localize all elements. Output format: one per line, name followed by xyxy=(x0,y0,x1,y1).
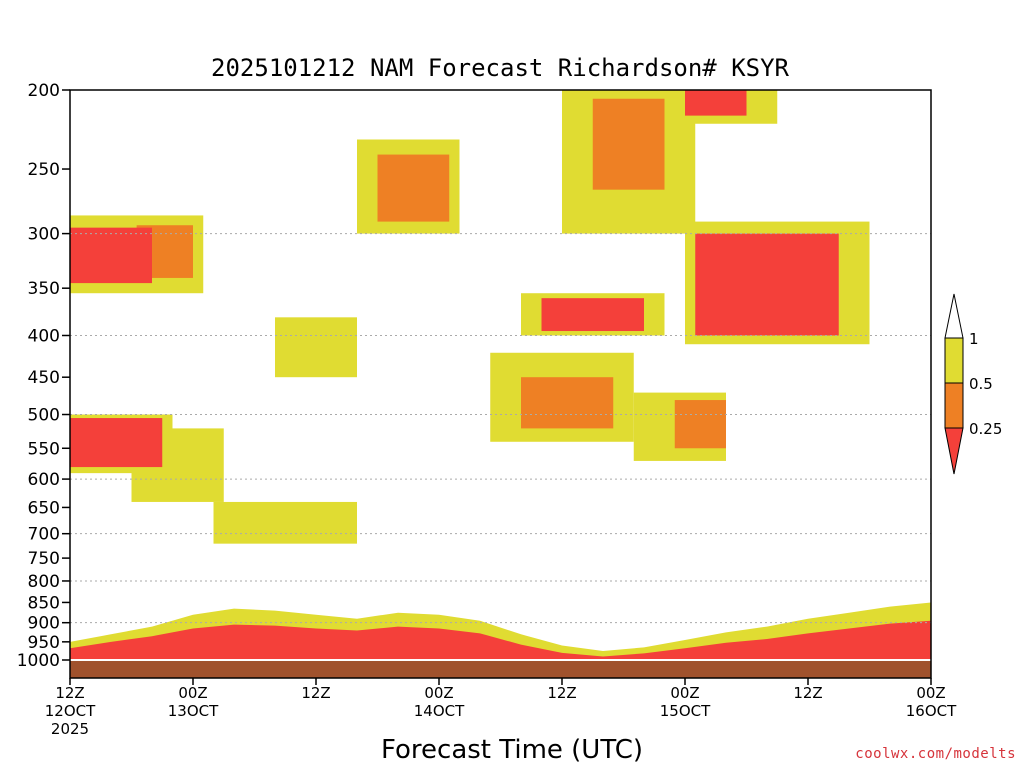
x-tick-label-0-2: 12OCT xyxy=(45,702,96,720)
y-tick-label-400: 400 xyxy=(28,326,60,346)
x-tick-label-48-1: 12Z xyxy=(547,684,576,702)
ri-cell-025-0 xyxy=(70,227,152,284)
x-tick-label-12-2: 13OCT xyxy=(168,702,219,720)
x-tick-label-12-1: 00Z xyxy=(178,684,207,702)
chart-title: 2025101212 NAM Forecast Richardson# KSYR xyxy=(211,54,790,82)
legend-swatch-yellow xyxy=(944,337,964,384)
ri-cell-02505-4 xyxy=(674,400,726,449)
ri-cell-025-1 xyxy=(541,298,644,332)
y-tick-label-700: 700 xyxy=(28,525,60,545)
legend-swatch-orange xyxy=(944,382,964,429)
y-tick-label-550: 550 xyxy=(28,439,60,459)
y-tick-label-650: 650 xyxy=(28,498,60,518)
legend-label-2: 0.5 xyxy=(969,375,993,393)
y-tick-label-900: 900 xyxy=(28,614,60,634)
x-axis-title: Forecast Time (UTC) xyxy=(381,735,643,765)
x-tick-label-84-1: 00Z xyxy=(916,684,945,702)
x-tick-label-36-1: 00Z xyxy=(424,684,453,702)
y-tick-label-300: 300 xyxy=(28,225,60,245)
ground-band xyxy=(70,660,931,678)
color-legend: 1 0.5 0.25 xyxy=(944,293,1002,475)
ri-cell-025-3 xyxy=(685,90,747,116)
y-tick-label-1000: 1000 xyxy=(17,651,60,671)
x-tick-label-0-1: 12Z xyxy=(55,684,84,702)
ri-cell-051-9 xyxy=(275,317,357,378)
x-tick-label-60-2: 15OCT xyxy=(660,702,711,720)
y-tick-label-500: 500 xyxy=(28,406,60,426)
ri-cell-02505-2 xyxy=(592,98,665,190)
legend-label-3: 0.25 xyxy=(969,420,1002,438)
y-tick-label-600: 600 xyxy=(28,470,60,490)
ri-cell-025-2 xyxy=(695,233,839,336)
x-tick-label-72-1: 12Z xyxy=(793,684,822,702)
y-tick-label-350: 350 xyxy=(28,279,60,299)
legend-bottom-arrow xyxy=(944,427,964,475)
y-tick-label-250: 250 xyxy=(28,160,60,180)
credit-text: coolwx.com/modelts xyxy=(855,746,1016,762)
x-tick-label-36-2: 14OCT xyxy=(414,702,465,720)
y-tick-label-800: 800 xyxy=(28,572,60,592)
ri-cell-051-10 xyxy=(213,501,357,544)
ri-cell-02505-1 xyxy=(377,154,450,222)
ri-cell-025-4 xyxy=(70,418,163,468)
y-tick-label-450: 450 xyxy=(28,368,60,388)
y-tick-label-850: 850 xyxy=(28,593,60,613)
x-tick-label-84-2: 16OCT xyxy=(906,702,957,720)
y-tick-label-200: 200 xyxy=(28,81,60,101)
x-tick-label-24-1: 12Z xyxy=(301,684,330,702)
boundary-layer-core xyxy=(70,620,931,660)
ri-cell-02505-3 xyxy=(521,377,614,429)
plot-frame xyxy=(69,89,932,679)
legend-label-1: 1 xyxy=(969,330,979,348)
y-tick-label-950: 950 xyxy=(28,633,60,653)
x-tick-label-0-3: 2025 xyxy=(51,720,89,738)
y-tick-label-750: 750 xyxy=(28,549,60,569)
x-tick-label-60-1: 00Z xyxy=(670,684,699,702)
legend-top-arrow xyxy=(944,293,964,339)
